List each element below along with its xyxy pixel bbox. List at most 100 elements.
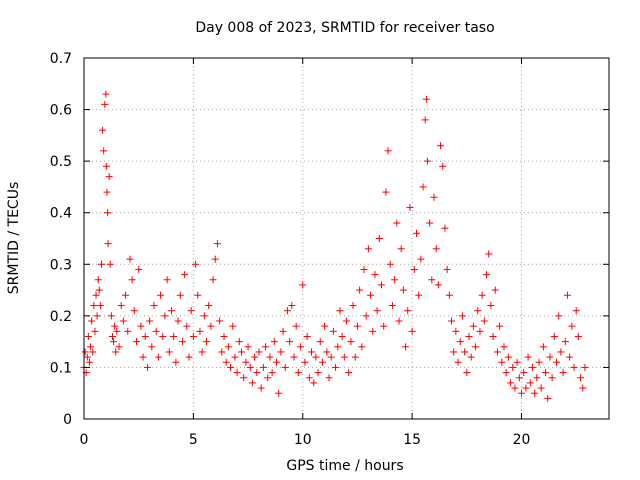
data-point	[216, 317, 224, 325]
data-point	[572, 307, 580, 315]
y-tick-label: 0.7	[50, 51, 72, 67]
data-point	[489, 332, 497, 340]
data-point	[318, 358, 326, 366]
data-point	[544, 394, 552, 402]
data-point	[87, 343, 95, 351]
data-point	[246, 363, 254, 371]
data-point	[89, 348, 97, 356]
data-point	[493, 348, 501, 356]
data-point	[200, 312, 208, 320]
data-points-layer	[80, 90, 589, 402]
data-point	[117, 302, 125, 310]
data-point	[413, 229, 420, 237]
data-point	[345, 369, 353, 377]
data-point	[520, 369, 528, 377]
data-point	[441, 224, 449, 232]
data-point	[105, 173, 113, 181]
y-tick-label: 0.6	[50, 103, 72, 119]
data-point	[270, 338, 278, 346]
x-tick-label: 5	[189, 432, 198, 448]
data-point	[351, 353, 359, 361]
data-point	[163, 276, 171, 284]
data-point	[96, 302, 104, 310]
data-point	[281, 363, 289, 371]
data-point	[542, 369, 550, 377]
data-point	[443, 265, 451, 273]
data-point	[539, 343, 547, 351]
data-point	[566, 353, 574, 361]
data-point	[301, 358, 309, 366]
data-point	[268, 369, 276, 377]
data-point	[513, 358, 521, 366]
data-point	[95, 286, 103, 294]
data-point	[448, 317, 455, 325]
data-point	[434, 281, 442, 289]
data-point	[85, 358, 93, 366]
data-point	[367, 291, 375, 299]
data-point	[183, 322, 191, 330]
data-point	[103, 188, 111, 196]
data-point	[181, 271, 189, 279]
data-point	[308, 348, 315, 356]
data-point	[522, 384, 530, 392]
data-point	[176, 291, 184, 299]
data-point	[255, 348, 263, 356]
data-point	[100, 147, 108, 155]
y-tick-label: 0.1	[50, 360, 72, 376]
ticks-layer: 0 0.1 0.2 0.3 0.4 0.5 0.6 0.7 0 5 10 15 20	[50, 51, 609, 448]
data-point	[557, 348, 565, 356]
data-point	[581, 363, 589, 371]
data-point	[259, 363, 267, 371]
data-point	[91, 327, 99, 335]
data-point	[290, 353, 298, 361]
data-point	[283, 307, 291, 315]
y-tick-label: 0	[63, 412, 72, 428]
data-point	[338, 332, 346, 340]
data-point	[423, 157, 431, 165]
data-point	[349, 302, 357, 310]
data-point	[504, 353, 512, 361]
data-point	[332, 363, 340, 371]
data-point	[364, 245, 372, 253]
x-tick-label: 15	[403, 432, 421, 448]
data-point	[399, 286, 407, 294]
data-point	[104, 209, 112, 217]
data-point	[360, 265, 368, 273]
data-point	[456, 338, 464, 346]
data-point	[312, 353, 320, 361]
data-point	[465, 332, 473, 340]
data-point	[122, 291, 130, 299]
y-axis-label: SRMTID / TECUs	[6, 182, 22, 295]
data-point	[161, 312, 169, 320]
data-point	[478, 291, 486, 299]
data-point	[432, 245, 440, 253]
y-tick-label: 0.5	[50, 154, 72, 170]
data-point	[130, 307, 138, 315]
data-point	[498, 358, 506, 366]
data-point	[316, 338, 324, 346]
data-point	[528, 363, 536, 371]
data-point	[397, 245, 405, 253]
data-point	[437, 142, 445, 150]
data-point	[334, 343, 342, 351]
data-point	[233, 369, 241, 377]
data-point	[148, 343, 156, 351]
data-point	[402, 343, 410, 351]
data-point	[384, 147, 392, 155]
y-tick-label: 0.2	[50, 309, 72, 325]
data-point	[469, 322, 477, 330]
data-point	[218, 348, 226, 356]
data-point	[371, 271, 379, 279]
data-point	[192, 260, 200, 268]
data-point	[194, 291, 202, 299]
data-point	[550, 332, 558, 340]
data-point	[266, 353, 274, 361]
data-point	[476, 327, 484, 335]
data-point	[509, 363, 517, 371]
data-point	[88, 317, 96, 325]
data-point	[419, 183, 427, 191]
data-point	[461, 348, 469, 356]
data-point	[388, 302, 396, 310]
